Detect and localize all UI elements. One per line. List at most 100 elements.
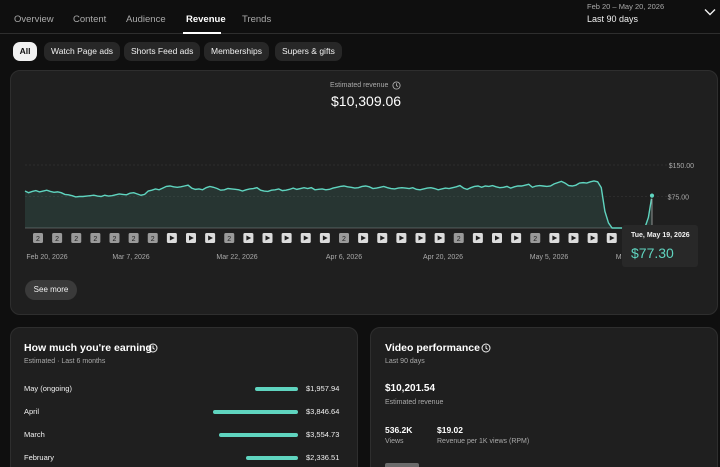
play-icon[interactable] xyxy=(319,233,330,243)
video-revenue-label: Estimated revenue xyxy=(385,399,444,406)
tooltip-value: $77.30 xyxy=(631,245,674,261)
earnings-row: February $2,336.51 xyxy=(24,453,344,465)
series-area xyxy=(25,180,652,228)
x-tick-label: Feb 20, 2026 xyxy=(26,254,67,261)
event-marker[interactable]: 2 xyxy=(109,233,120,243)
date-range-selector[interactable]: Feb 20 – May 20, 2026 Last 90 days xyxy=(587,2,664,24)
earnings-bar xyxy=(246,456,298,460)
earnings-amount: $1,957.94 xyxy=(306,384,340,393)
chevron-down-icon[interactable] xyxy=(704,8,716,16)
svg-text:2: 2 xyxy=(55,236,59,243)
earnings-month-label: May (ongoing) xyxy=(24,384,72,393)
date-range-dates: Feb 20 – May 20, 2026 xyxy=(587,2,665,11)
earnings-amount: $3,846.64 xyxy=(306,407,340,416)
tooltip-date: Tue, May 19, 2026 xyxy=(631,232,690,239)
rpm-label: Revenue per 1K views (RPM) xyxy=(437,438,530,445)
svg-text:2: 2 xyxy=(74,236,78,243)
earnings-bar xyxy=(219,433,298,437)
play-icon[interactable] xyxy=(205,233,216,243)
event-marker[interactable]: 2 xyxy=(224,233,235,243)
series-line xyxy=(24,180,653,229)
tab-audience[interactable]: Audience xyxy=(126,14,166,25)
svg-text:2: 2 xyxy=(36,236,40,243)
chip-memberships[interactable]: Memberships xyxy=(204,42,270,61)
play-icon[interactable] xyxy=(568,233,579,243)
event-marker[interactable]: 2 xyxy=(71,233,82,243)
play-icon[interactable] xyxy=(415,233,426,243)
estimated-revenue-label: Estimated revenue xyxy=(330,82,389,89)
info-circle-icon[interactable] xyxy=(481,343,491,353)
rpm-value: $19.02 xyxy=(437,425,463,435)
chip-all[interactable]: All xyxy=(13,42,37,61)
event-marker[interactable]: 2 xyxy=(90,233,101,243)
svg-text:2: 2 xyxy=(457,236,461,243)
play-icon[interactable] xyxy=(281,233,292,243)
svg-text:2: 2 xyxy=(132,236,136,243)
earnings-title: How much you're earning xyxy=(24,342,152,354)
views-label: Views xyxy=(385,438,404,445)
revenue-chart-card: Estimated revenue $10,309.06 $0.00$75.00… xyxy=(10,70,718,315)
play-icon[interactable] xyxy=(549,233,560,243)
top-tab-bar: Overview Content Audience Revenue Trends… xyxy=(0,0,720,34)
views-value: 536.2K xyxy=(385,425,413,435)
info-circle-icon[interactable] xyxy=(392,81,401,90)
play-icon[interactable] xyxy=(396,233,407,243)
play-icon[interactable] xyxy=(166,233,177,243)
earnings-amount: $2,336.51 xyxy=(306,453,340,462)
earnings-month-label: March xyxy=(24,430,45,439)
event-marker[interactable]: 2 xyxy=(128,233,139,243)
see-more-button[interactable]: See more xyxy=(25,280,77,300)
play-icon[interactable] xyxy=(243,233,254,243)
x-tick-label: Apr 6, 2026 xyxy=(326,254,362,261)
video-performance-subtitle: Last 90 days xyxy=(385,358,425,365)
info-circle-icon[interactable] xyxy=(148,343,158,353)
svg-text:2: 2 xyxy=(227,236,231,243)
tab-overview[interactable]: Overview xyxy=(14,14,54,25)
video-revenue-value: $10,201.54 xyxy=(385,383,436,394)
event-marker[interactable]: 2 xyxy=(52,233,63,243)
video-thumbnail[interactable] xyxy=(385,463,419,467)
earnings-month-label: April xyxy=(24,407,40,416)
play-icon[interactable] xyxy=(587,233,598,243)
svg-text:2: 2 xyxy=(93,236,97,243)
svg-text:2: 2 xyxy=(533,236,537,243)
play-icon[interactable] xyxy=(511,233,522,243)
earnings-bar xyxy=(254,387,298,391)
event-marker[interactable]: 2 xyxy=(147,233,158,243)
event-marker[interactable]: 2 xyxy=(453,233,464,243)
earnings-row: March $3,554.73 xyxy=(24,430,344,442)
play-icon[interactable] xyxy=(434,233,445,243)
date-range-label: Last 90 days xyxy=(587,14,639,24)
tab-trends[interactable]: Trends xyxy=(242,14,272,25)
earnings-card: How much you're earning Estimated · Last… xyxy=(10,327,358,467)
event-marker[interactable]: 2 xyxy=(530,233,541,243)
event-marker[interactable]: 2 xyxy=(33,233,43,243)
chip-shorts-feed-ads[interactable]: Shorts Feed ads xyxy=(124,42,201,61)
hover-point xyxy=(648,192,656,199)
chip-supers-gifts[interactable]: Supers & gifts xyxy=(275,42,342,61)
tab-content[interactable]: Content xyxy=(73,14,107,25)
y-tick-label: $150.00 xyxy=(669,163,694,170)
x-tick-label: Mar 22, 2026 xyxy=(216,254,257,261)
play-icon[interactable] xyxy=(492,233,502,243)
svg-text:2: 2 xyxy=(342,236,346,243)
play-icon[interactable] xyxy=(262,233,273,243)
play-icon[interactable] xyxy=(377,233,388,243)
video-performance-title: Video performance xyxy=(385,342,480,354)
tab-revenue[interactable]: Revenue xyxy=(186,14,226,25)
y-tick-label: $75.00 xyxy=(668,195,690,202)
earnings-row: April $3,846.64 xyxy=(24,407,344,419)
earnings-month-label: February xyxy=(24,453,55,462)
svg-text:2: 2 xyxy=(113,236,117,243)
video-performance-card: Video performance Last 90 days $10,201.5… xyxy=(370,327,718,467)
event-marker[interactable]: 2 xyxy=(339,233,349,243)
play-icon[interactable] xyxy=(300,233,311,243)
play-icon[interactable] xyxy=(472,233,483,243)
active-tab-indicator xyxy=(183,32,221,34)
chip-watch-page-ads[interactable]: Watch Page ads xyxy=(44,42,121,61)
play-icon[interactable] xyxy=(358,233,369,243)
play-icon[interactable] xyxy=(606,233,617,243)
play-icon[interactable] xyxy=(186,233,196,243)
x-tick-label: May 5, 2026 xyxy=(530,254,569,261)
